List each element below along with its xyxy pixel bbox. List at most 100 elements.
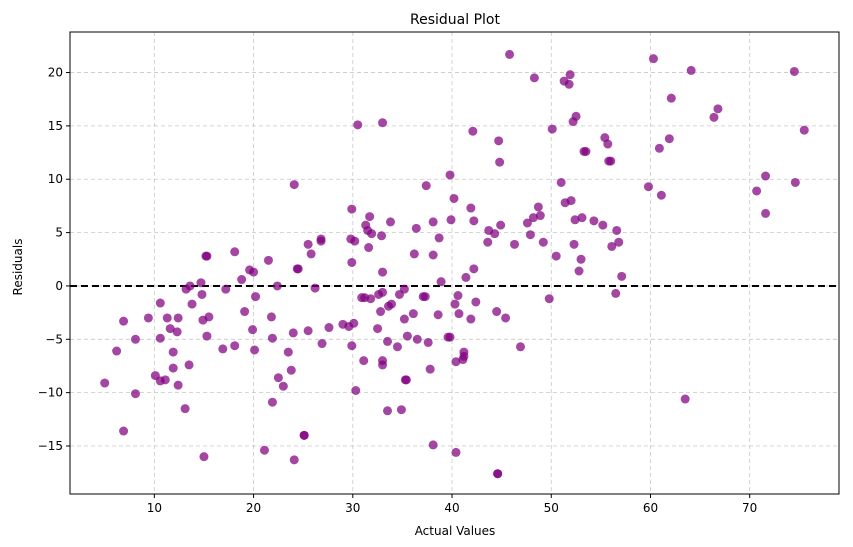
data-point	[570, 215, 580, 225]
data-point	[556, 177, 566, 187]
data-point	[366, 294, 376, 304]
data-point	[230, 247, 240, 257]
data-point	[533, 202, 543, 212]
data-point	[522, 218, 532, 228]
data-point	[130, 389, 140, 399]
y-tick-label: −10	[38, 386, 63, 400]
data-point	[566, 196, 576, 206]
data-point	[299, 430, 309, 440]
data-point	[165, 324, 175, 334]
data-point	[535, 211, 545, 221]
data-point	[240, 307, 250, 317]
data-point	[386, 299, 396, 309]
data-point	[385, 217, 395, 227]
data-point	[237, 275, 247, 285]
data-point	[263, 255, 273, 265]
data-point	[468, 126, 478, 136]
data-point	[664, 134, 674, 144]
data-point	[494, 136, 504, 146]
data-point	[402, 331, 412, 341]
data-point	[420, 292, 430, 302]
data-point	[525, 230, 535, 240]
data-point	[412, 334, 422, 344]
data-point	[376, 307, 386, 317]
data-point	[396, 405, 406, 415]
x-tick-label: 70	[742, 501, 757, 515]
data-point	[569, 239, 579, 249]
x-tick-label: 30	[345, 501, 360, 515]
data-point	[324, 323, 334, 333]
x-tick-label: 50	[544, 501, 559, 515]
data-point	[450, 299, 460, 309]
data-point	[451, 447, 461, 457]
data-point	[408, 309, 418, 319]
y-tick-label: −5	[45, 332, 63, 346]
data-point	[789, 66, 799, 76]
data-point	[611, 288, 621, 298]
x-tick-label: 60	[643, 501, 658, 515]
data-point	[761, 171, 771, 181]
data-point	[119, 316, 129, 326]
data-point	[547, 124, 557, 134]
data-point	[197, 289, 207, 299]
data-point	[347, 204, 357, 214]
data-point	[303, 239, 313, 249]
data-point	[267, 333, 277, 343]
data-point	[576, 254, 586, 264]
data-point	[451, 357, 461, 367]
data-point	[713, 104, 723, 114]
data-point	[510, 239, 520, 249]
grid	[70, 32, 839, 494]
data-point	[349, 318, 359, 328]
data-point	[603, 139, 613, 149]
y-tick-label: 10	[48, 172, 63, 186]
data-point	[469, 264, 479, 274]
data-point	[172, 327, 182, 337]
data-point	[378, 360, 388, 370]
data-point	[202, 251, 212, 261]
data-point	[248, 325, 258, 335]
data-point	[112, 346, 122, 356]
data-point	[306, 249, 316, 259]
data-point	[218, 344, 228, 354]
data-point	[143, 313, 153, 323]
data-point	[436, 277, 446, 287]
data-point	[493, 469, 503, 479]
data-point	[607, 241, 617, 251]
y-tick-label: 5	[55, 226, 63, 240]
x-tick-label: 40	[444, 501, 459, 515]
data-point	[288, 328, 298, 338]
data-point	[310, 283, 320, 293]
data-point	[180, 404, 190, 414]
data-point	[278, 381, 288, 391]
y-axis-ticks: −15 −10 −5 0 5 10 15 20	[38, 66, 70, 453]
data-point	[401, 375, 411, 385]
data-point	[654, 143, 664, 153]
y-tick-label: 0	[55, 279, 63, 293]
data-point	[162, 313, 172, 323]
data-point	[528, 213, 538, 223]
data-point	[383, 406, 393, 416]
data-point	[373, 324, 383, 334]
data-point	[249, 267, 259, 277]
data-point	[202, 331, 212, 341]
data-point	[709, 112, 719, 122]
plot-area-frame	[69, 31, 840, 495]
data-point	[184, 360, 194, 370]
data-point	[571, 111, 581, 121]
data-point	[251, 292, 261, 302]
data-point	[100, 378, 110, 388]
data-point	[453, 291, 463, 301]
data-point	[383, 336, 393, 346]
data-point	[273, 373, 283, 383]
data-point	[483, 237, 493, 247]
data-point	[581, 147, 591, 157]
data-point	[168, 347, 178, 357]
data-point	[289, 455, 299, 465]
data-point	[761, 208, 771, 218]
data-point	[544, 294, 554, 304]
data-point	[612, 225, 622, 235]
data-point	[501, 313, 511, 323]
data-point	[589, 216, 599, 226]
data-point	[574, 266, 584, 276]
